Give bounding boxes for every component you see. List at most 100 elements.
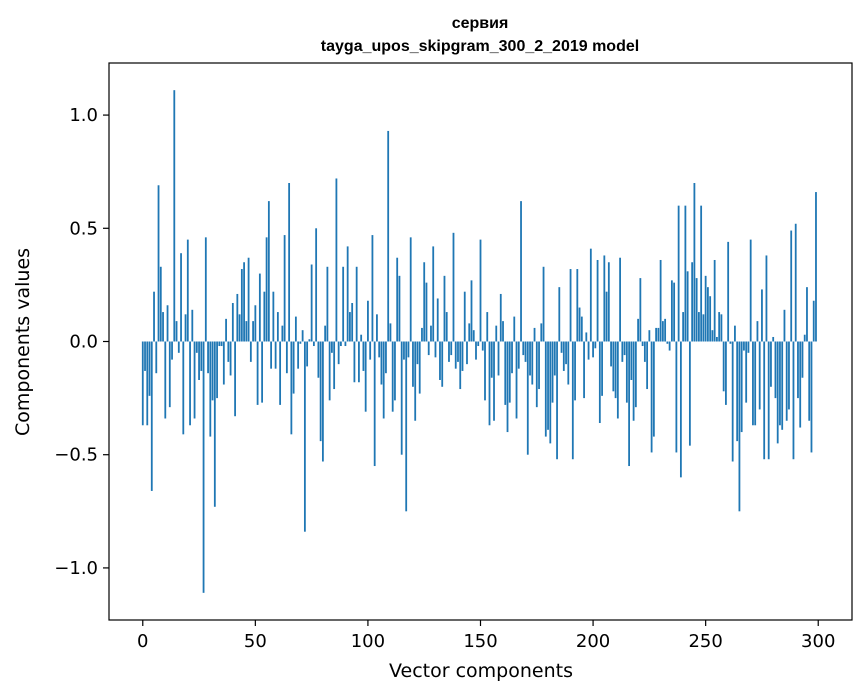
bar (515, 341, 518, 419)
bar (245, 321, 248, 342)
bar (601, 341, 603, 396)
bar (693, 183, 696, 342)
bar (144, 341, 146, 371)
bar (238, 314, 241, 342)
bar (576, 269, 579, 342)
bar (378, 341, 381, 358)
bar (358, 341, 360, 383)
bar (758, 341, 761, 410)
bar (670, 280, 673, 342)
bar (191, 309, 194, 342)
bar (761, 289, 763, 342)
bar (643, 341, 646, 362)
bar (272, 291, 275, 342)
bar (556, 341, 558, 460)
bar (799, 341, 802, 428)
bar (499, 293, 502, 342)
bar (734, 325, 736, 342)
bar (227, 341, 230, 362)
bar (195, 341, 198, 353)
bar (171, 341, 173, 360)
bar (533, 327, 536, 342)
bar (281, 325, 284, 342)
bar (594, 341, 597, 349)
bar (382, 341, 385, 419)
bar (803, 334, 806, 342)
bar (337, 341, 340, 365)
bar (587, 341, 590, 360)
bar (310, 264, 313, 342)
bar (634, 341, 637, 408)
bar (425, 282, 428, 342)
bar (225, 318, 227, 342)
bar (344, 341, 347, 347)
bar (682, 312, 685, 342)
bar (177, 341, 180, 353)
bar (542, 266, 545, 342)
bar (511, 341, 513, 374)
bar (472, 330, 475, 342)
bar (362, 341, 365, 371)
bar (560, 341, 563, 353)
bar (324, 325, 327, 342)
bar (655, 327, 658, 342)
bar (409, 237, 412, 342)
y-axis-label: Components values (12, 248, 34, 436)
bar (394, 341, 396, 401)
bar (441, 341, 444, 387)
bar (704, 275, 707, 342)
bar (797, 341, 799, 399)
bar (553, 341, 556, 376)
bar (258, 273, 261, 342)
bar (711, 330, 714, 342)
bar (679, 341, 682, 478)
bar (423, 262, 426, 342)
bar (770, 341, 772, 387)
x-axis: 0 50 100 150 200 250 300 (137, 620, 835, 652)
bar (412, 341, 414, 387)
bar (387, 130, 390, 342)
bar (186, 239, 189, 342)
bar (308, 339, 311, 342)
y-axis: −1.0 −0.5 0.0 0.5 1.0 (54, 105, 109, 579)
bar (211, 341, 214, 401)
bar (490, 341, 493, 378)
bar (754, 341, 757, 426)
bar (607, 262, 610, 342)
bar (562, 341, 565, 371)
bar (695, 278, 698, 342)
bar (526, 341, 529, 455)
bar (403, 341, 405, 360)
bar (369, 341, 372, 360)
bar (479, 239, 482, 342)
bar (646, 341, 649, 390)
bar (765, 255, 768, 342)
bar (470, 280, 473, 342)
bar (625, 341, 628, 403)
bar (200, 341, 203, 371)
bar (299, 341, 302, 344)
bar (407, 341, 410, 358)
bar (421, 327, 423, 342)
bar (267, 201, 270, 342)
bar (718, 312, 721, 342)
bar (781, 341, 784, 430)
bar (774, 341, 777, 399)
y-tick-label: 0.0 (69, 332, 98, 353)
bar (468, 323, 471, 342)
bar (389, 323, 392, 342)
bar (333, 341, 336, 390)
bar (463, 291, 466, 342)
bar (659, 259, 662, 342)
bar (150, 341, 153, 491)
bar (400, 341, 403, 455)
bar (175, 321, 178, 342)
bar (168, 341, 171, 408)
bar (459, 341, 462, 390)
bar (675, 341, 678, 453)
bar (360, 334, 363, 342)
bar (700, 205, 703, 342)
bar (488, 341, 491, 426)
bar (794, 223, 797, 342)
bar (141, 341, 144, 426)
